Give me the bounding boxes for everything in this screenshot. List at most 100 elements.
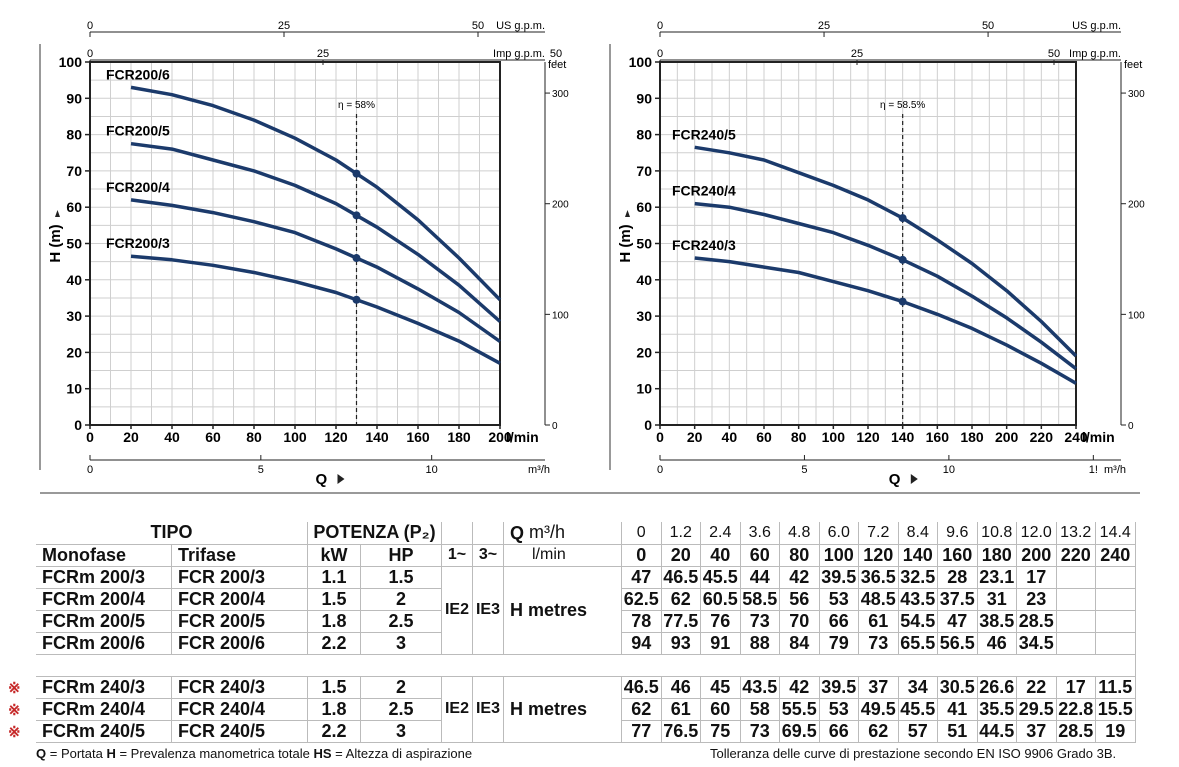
fcr200-row: FCRm 200/3 FCR 200/3 1.1 1.5 IE2 IE3 H metres 4… (36, 566, 1136, 655)
h-label: H (510, 698, 528, 719)
model-tri: FCR 240/5 (171, 720, 308, 743)
model-mono: FCRm 200/5 (36, 610, 172, 633)
x-tick-label: 120 (324, 429, 348, 445)
efficiency-point (898, 255, 907, 264)
head-value (1095, 632, 1136, 655)
head-value: 84 (779, 632, 820, 655)
model-mono-label: FCRm 200/6 (42, 632, 146, 653)
head-value: 62 (661, 588, 701, 611)
feet-tick-label: 200 (552, 200, 569, 211)
head-value: 66 (819, 610, 859, 633)
head-value: 42 (779, 566, 820, 589)
x-tick-label: 200 (995, 429, 1019, 445)
efficiency-point (898, 297, 907, 306)
head-value: 62 (621, 698, 662, 721)
x-tick-label: 120 (856, 429, 880, 445)
series-label: FCR240/3 (672, 237, 736, 253)
head-value (1095, 610, 1136, 633)
head-value: 91 (700, 632, 741, 655)
series-label: FCR200/3 (106, 235, 170, 251)
fcr240-row: ※ FCRm 240/3 FCR 240/3 1.5 2 IE2 IE3 H metres 46… (8, 676, 1136, 743)
head-value: 37 (1016, 720, 1057, 743)
series-label: FCR200/6 (106, 66, 170, 82)
us-gpm-axis-label: US g.p.m. (1072, 20, 1121, 32)
series-label: FCR200/4 (106, 179, 170, 195)
q-m3h-value: 8.4 (898, 522, 938, 545)
h-metres-label: H metres (503, 676, 622, 743)
efficiency-point (352, 295, 361, 304)
x-tick-label: 60 (756, 429, 772, 445)
new-model-marker: ※ (8, 723, 21, 741)
model-tri: FCR 200/3 (171, 566, 308, 589)
x-tick-label: 160 (926, 429, 950, 445)
head-value: 77 (621, 720, 662, 743)
model-mono: ※ FCRm 240/5 (8, 720, 172, 743)
h-label: H (510, 599, 528, 620)
m3h-tick-label: 10 (426, 464, 438, 476)
head-value: 69.5 (779, 720, 820, 743)
m3h-axis-label: m³/h (1104, 464, 1126, 476)
efficiency-label: η = 58.5% (880, 100, 925, 111)
header-monofase: Monofase (36, 544, 172, 567)
model-mono-label: FCRm 240/4 (42, 698, 146, 719)
us-gpm-tick-label: 25 (278, 20, 290, 32)
metres-label: metres (528, 599, 588, 620)
head-value: 38.5 (977, 610, 1017, 633)
fcr200-row: FCRm 200/4 FCR 200/4 1.5 2 62.5 62 60.5 58.5 56 5… (36, 588, 1136, 611)
feet-tick-label: 0 (1128, 421, 1134, 432)
head-value: 37 (858, 676, 899, 699)
head-value: 19 (1095, 720, 1136, 743)
q-m3h-value: 14.4 (1095, 522, 1136, 545)
head-value: 44.5 (977, 720, 1017, 743)
curve-fcr240-3 (694, 256, 1077, 385)
head-value: 58 (740, 698, 780, 721)
x-unit-label: l/min (506, 429, 539, 445)
y-tick-label: 90 (66, 90, 82, 106)
head-value: 94 (621, 632, 662, 655)
y-tick-label: 80 (636, 127, 652, 143)
header-trifase: Trifase (171, 544, 308, 567)
model-tri: FCR 200/6 (171, 632, 308, 655)
y-tick-label: 0 (644, 417, 652, 433)
head-value: 62 (858, 720, 899, 743)
x-tick-label: 20 (687, 429, 703, 445)
head-value: 48.5 (858, 588, 899, 611)
q-lmin-value: 160 (937, 544, 978, 567)
q-m3h-value: 9.6 (937, 522, 978, 545)
x-tick-label: 240 (1064, 429, 1088, 445)
group-separator (36, 654, 1136, 677)
head-value: 49.5 (858, 698, 899, 721)
head-value: 30.5 (937, 676, 978, 699)
header-q: Q m³/h (503, 522, 622, 545)
imp-gpm-tick-label: 0 (87, 48, 93, 60)
power-hp: 3 (360, 720, 442, 743)
q-m3h-value: 7.2 (858, 522, 899, 545)
q-m3h-value: 4.8 (779, 522, 820, 545)
head-value: 36.5 (858, 566, 899, 589)
head-value: 46 (661, 676, 701, 699)
q-m3h-value: 0 (621, 522, 662, 545)
head-value: 55.5 (779, 698, 820, 721)
head-value: 78 (621, 610, 662, 633)
head-value: 77.5 (661, 610, 701, 633)
efficiency-point (352, 169, 361, 178)
head-value: 88 (740, 632, 780, 655)
imp-gpm-axis-label: Imp g.p.m. (1069, 48, 1121, 60)
head-value: 28 (937, 566, 978, 589)
legend-q: Q (36, 746, 47, 761)
power-hp: 3 (360, 632, 442, 655)
x-axis-arrow (910, 474, 918, 484)
q-lmin-value: 60 (740, 544, 780, 567)
head-value: 58.5 (740, 588, 780, 611)
head-value: 65.5 (898, 632, 938, 655)
head-value: 62.5 (621, 588, 662, 611)
head-value: 46.5 (621, 676, 662, 699)
head-value: 66 (819, 720, 859, 743)
y-axis-arrow (55, 210, 60, 217)
x-axis-title: Q (889, 471, 901, 488)
head-value: 56 (779, 588, 820, 611)
efficiency-ie2: IE2 (441, 676, 473, 743)
power-kw: 1.5 (307, 676, 361, 699)
power-hp: 2.5 (360, 610, 442, 633)
